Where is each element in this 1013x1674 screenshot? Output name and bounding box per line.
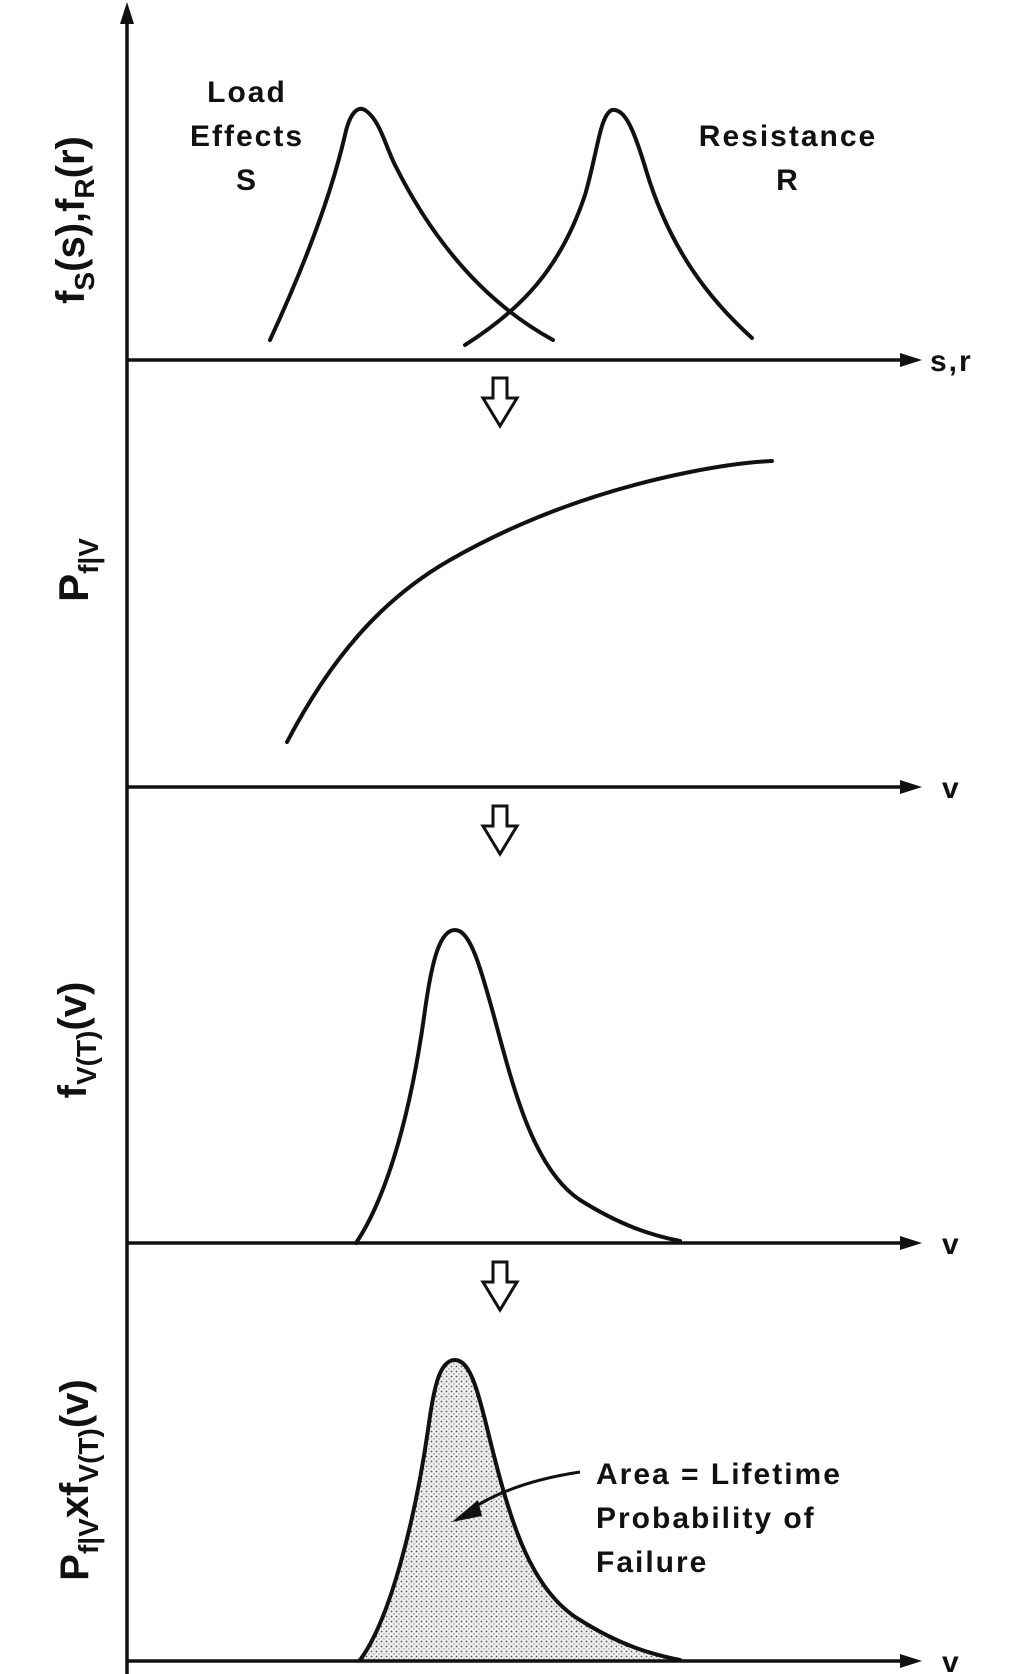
load-intensity-curve	[354, 928, 682, 1245]
x-axis-label-4: v	[942, 1646, 961, 1674]
down-arrow-icon	[480, 376, 520, 429]
annotation-pointer-arrow	[452, 1470, 581, 1522]
down-arrow-icon	[480, 1260, 520, 1313]
panel-load-intensity-density: v fV(T)(v)	[51, 928, 961, 1261]
resistance-label-line1: Resistance	[699, 120, 877, 153]
x-axis-1	[127, 353, 922, 367]
x-axis-2	[127, 780, 922, 794]
resistance-curve	[463, 107, 754, 347]
load-label-line3: S	[236, 164, 258, 197]
vertical-axis	[120, 2, 134, 1674]
panel-conditional-failure-prob: v Pf|V	[50, 459, 961, 805]
resistance-label: Resistance R	[699, 120, 877, 197]
panel-load-resistance: s,r Load Effects S Resistance R fS(s),fR…	[49, 76, 973, 378]
x-axis-4	[127, 1654, 922, 1668]
conditional-failure-curve	[285, 459, 774, 744]
x-axis-label-3: v	[942, 1228, 961, 1261]
annotation-line2: Probability of	[596, 1502, 816, 1535]
load-label-line1: Load	[207, 76, 287, 109]
y-axis-label-2: Pf|V	[50, 538, 104, 602]
y-axis-label-3: fV(T)(v)	[51, 982, 102, 1099]
panel-product-density: v Area = Lifetime Probability of Failure…	[53, 1358, 961, 1674]
load-effects-curve	[268, 106, 555, 342]
x-axis-label-2: v	[942, 772, 961, 805]
resistance-label-line2: R	[776, 164, 800, 197]
load-effects-label: Load Effects S	[190, 76, 304, 197]
y-axis-label-1: fS(s),fR(r)	[49, 136, 100, 304]
area-annotation: Area = Lifetime Probability of Failure	[596, 1458, 842, 1579]
y-axis-label-4: Pf|VxfV(T)(v)	[53, 1379, 104, 1580]
failure-area-shading	[360, 1360, 680, 1660]
down-arrow-icon	[480, 804, 520, 857]
x-axis-label-1: s,r	[930, 345, 973, 378]
load-label-line2: Effects	[190, 120, 304, 153]
x-axis-3	[127, 1236, 922, 1250]
product-density-curve	[358, 1358, 682, 1662]
annotation-line3: Failure	[596, 1546, 708, 1579]
annotation-line1: Area = Lifetime	[596, 1458, 842, 1491]
